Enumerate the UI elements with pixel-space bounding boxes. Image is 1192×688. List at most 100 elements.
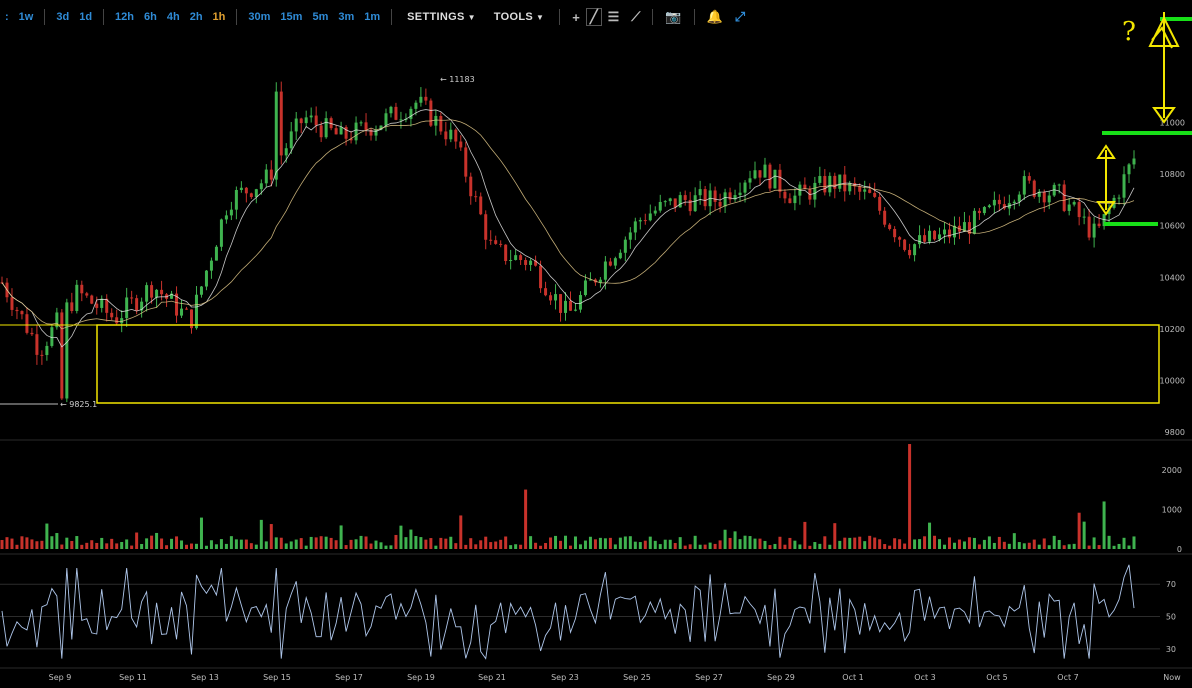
candle-body [898,237,902,240]
candle-body [75,284,79,311]
volume-bar [284,543,288,549]
candle-body [274,91,278,180]
candle-body [185,308,189,310]
volume-bar [189,543,193,549]
candle-body [444,131,448,140]
candle-body [738,192,742,196]
candle-body [249,193,253,198]
timeframe-30m-button[interactable]: 30m [248,11,271,23]
volume-tick-label: 2000 [1162,466,1182,475]
fullscreen-icon[interactable]: ⤢ [734,9,746,24]
volume-bar [264,541,268,549]
volume-bar [1117,543,1121,549]
timeframe-15m-button[interactable]: 15m [280,11,303,23]
volume-bar [743,535,747,549]
candle-body [469,176,473,197]
candle-body [698,189,702,196]
volume-bar [75,536,79,549]
trendline-icon[interactable]: ╱ [585,8,602,26]
price-tick-label: 10200 [1160,325,1185,334]
volume-bar [15,544,19,549]
price-tick-label: 11000 [1160,119,1185,128]
measured-move-arrow-lower [1096,144,1116,216]
candle-body [309,115,313,118]
candle-body [868,189,872,193]
rsi-layer [1,564,1135,660]
x-tick-label: Oct 1 [842,673,863,682]
volume-bar [100,537,104,549]
timeframe-5m-button[interactable]: 5m [312,11,329,23]
candle-body [703,189,707,207]
volume-bar [933,535,937,549]
price-tick-label: 9800 [1165,428,1185,437]
candle-body [683,195,687,200]
candle-body [544,288,548,296]
timeframe-1w-button[interactable]: 1w [18,11,34,23]
volume-bar [489,542,493,549]
toolbar-divider [559,9,561,25]
timeframe-3m-button[interactable]: 3m [338,11,355,23]
fan-icon[interactable]: ⟋ [631,9,641,24]
horizontal-lines-icon[interactable]: ☰ [607,9,620,24]
candle-body [778,169,782,192]
toolbar-divider [103,9,105,25]
timeframe-1h-button[interactable]: 1h [212,11,226,23]
candle-body [489,239,493,241]
candle-body [1122,174,1126,198]
chart-grid [0,439,1192,669]
tools-menu[interactable]: TOOLS ▼ [485,11,553,23]
volume-bar [803,521,807,549]
candle-body [962,222,966,232]
candle-body [199,286,203,295]
candle-body [399,119,403,121]
volume-bar [564,535,568,549]
volume-bar [1062,545,1066,549]
volume-bar [454,543,458,549]
volume-bar [713,543,717,549]
volume-bar [499,539,503,549]
candle-body [1097,223,1101,227]
candle-body [314,115,318,126]
candle-body [264,169,268,184]
candle-body [214,246,218,261]
volume-bar [180,540,184,549]
volume-bar [90,540,94,549]
volume-bar [898,539,902,549]
settings-menu[interactable]: SETTINGS ▼ [398,11,485,23]
candle-body [1057,184,1061,186]
timeframe-12h-button[interactable]: 12h [115,11,135,23]
timeframe-1m-button[interactable]: 1m [364,11,381,23]
volume-bar [175,536,179,549]
volume-bar [399,525,403,549]
candle-body [279,91,283,156]
candle-body [394,106,398,120]
timeframe-6h-button[interactable]: 6h [144,11,157,23]
timeframe-4h-button[interactable]: 4h [166,11,180,23]
volume-bar [643,540,647,549]
x-tick-label: Oct 7 [1057,673,1078,682]
candle-body [1062,184,1066,211]
crosshair-icon[interactable]: + [572,9,580,25]
timeframe-cut-left[interactable]: : [5,11,9,23]
candle-body [15,309,19,312]
volume-bar [753,538,757,549]
timeframe-2h-button[interactable]: 2h [189,11,203,23]
volume-bar [559,540,563,549]
volume-bar [658,544,662,549]
candle-body [224,215,228,220]
volume-bar [1112,545,1116,549]
volume-bar [598,537,602,549]
candle-body [1037,191,1041,197]
candle-body [409,108,413,119]
candle-body [997,199,1001,205]
volume-bar [908,444,912,549]
candle-body [509,259,513,262]
bell-icon[interactable]: 🔔 [706,9,723,24]
timeframe-3d-button[interactable]: 3d [56,11,70,23]
candle-body [638,220,642,222]
camera-icon[interactable]: 📷 [665,9,682,24]
volume-bar [145,538,149,549]
candle-body [623,239,627,253]
timeframe-1d-button[interactable]: 1d [79,11,93,23]
